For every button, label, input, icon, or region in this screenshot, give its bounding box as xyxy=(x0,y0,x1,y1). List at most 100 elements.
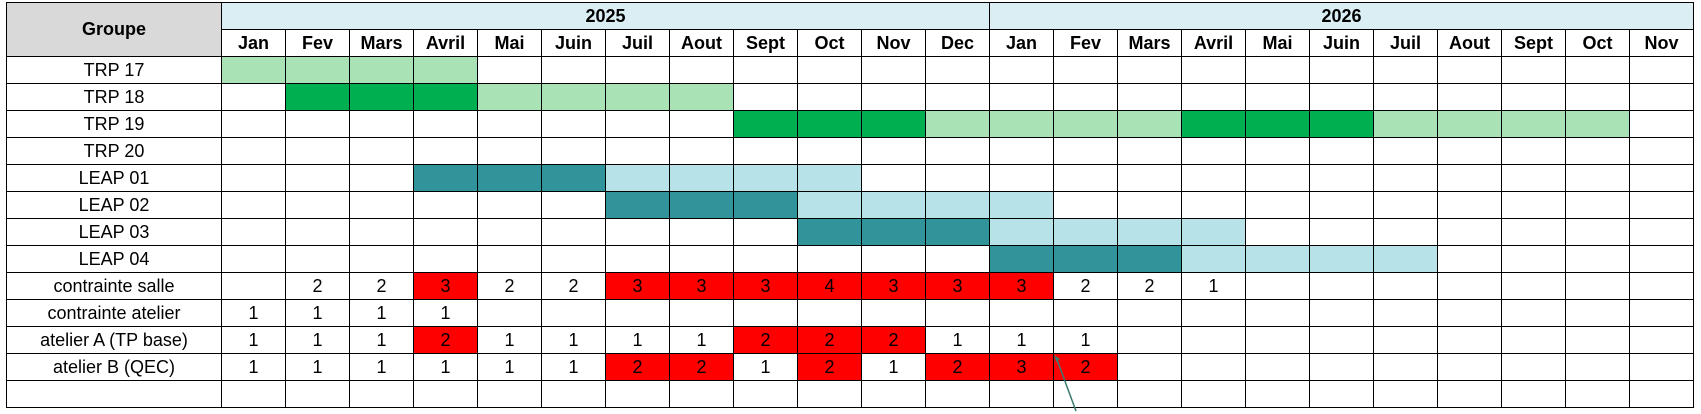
schedule-cell xyxy=(925,83,990,111)
month-header: Mars xyxy=(349,29,414,57)
schedule-cell xyxy=(669,218,734,246)
schedule-cell xyxy=(1309,164,1374,192)
count-cell: 2 xyxy=(285,272,350,300)
count-cell xyxy=(1245,299,1310,327)
table-row xyxy=(6,380,1694,408)
schedule-cell xyxy=(1373,218,1438,246)
schedule-cell xyxy=(797,137,862,165)
table-row: atelier B (QEC) 1 1 1 1 1 1 2 2 1 2 1 2 3 2 xyxy=(6,353,1694,381)
schedule-cell xyxy=(989,137,1054,165)
schedule-cell xyxy=(1501,137,1566,165)
count-cell xyxy=(221,272,286,300)
count-cell: 1 xyxy=(413,299,478,327)
schedule-cell xyxy=(1053,137,1118,165)
schedule-bar-cell xyxy=(1053,245,1118,273)
schedule-cell xyxy=(605,56,670,84)
schedule-cell xyxy=(541,218,606,246)
count-cell: 1 xyxy=(477,326,542,354)
schedule-bar-cell xyxy=(1181,110,1246,138)
schedule-cell xyxy=(1373,137,1438,165)
row-label: LEAP 02 xyxy=(6,191,222,219)
schedule-bar-cell xyxy=(1245,110,1310,138)
schedule-cell xyxy=(1437,83,1502,111)
schedule-cell xyxy=(1053,191,1118,219)
schedule-cell xyxy=(861,164,926,192)
schedule-bar-cell xyxy=(1117,245,1182,273)
count-cell: 3 xyxy=(989,272,1054,300)
schedule-cell xyxy=(861,83,926,111)
count-cell xyxy=(1565,353,1630,381)
count-cell: 1 xyxy=(221,353,286,381)
planning-table: Groupe 2025 2026 Jan Fev Mars Avril Mai Juin Juil… xyxy=(6,2,1694,408)
month-header: Mai xyxy=(1245,29,1310,57)
schedule-bar-cell xyxy=(1373,110,1438,138)
schedule-bar-cell xyxy=(477,83,542,111)
schedule-cell xyxy=(541,56,606,84)
schedule-cell xyxy=(925,245,990,273)
schedule-cell xyxy=(1565,245,1630,273)
count-cell xyxy=(669,299,734,327)
schedule-cell xyxy=(669,137,734,165)
count-cell xyxy=(861,380,926,408)
count-cell: 3 xyxy=(861,272,926,300)
schedule-cell xyxy=(1565,191,1630,219)
count-cell xyxy=(1437,353,1502,381)
count-cell: 2 xyxy=(861,326,926,354)
count-cell xyxy=(1373,326,1438,354)
schedule-cell xyxy=(1245,218,1310,246)
schedule-bar-cell xyxy=(797,110,862,138)
schedule-cell xyxy=(797,56,862,84)
schedule-cell xyxy=(1629,164,1694,192)
count-cell: 1 xyxy=(925,326,990,354)
count-cell: 2 xyxy=(541,272,606,300)
schedule-cell xyxy=(1565,218,1630,246)
schedule-cell xyxy=(1245,83,1310,111)
count-cell xyxy=(1117,299,1182,327)
schedule-cell xyxy=(861,137,926,165)
schedule-cell xyxy=(541,110,606,138)
schedule-cell xyxy=(1309,218,1374,246)
count-cell xyxy=(541,380,606,408)
count-cell xyxy=(221,380,286,408)
schedule-cell xyxy=(1309,191,1374,219)
count-cell: 2 xyxy=(1053,272,1118,300)
count-cell xyxy=(925,380,990,408)
schedule-cell xyxy=(1501,56,1566,84)
schedule-cell xyxy=(349,191,414,219)
schedule-bar-cell xyxy=(1437,110,1502,138)
schedule-bar-cell xyxy=(989,110,1054,138)
schedule-cell xyxy=(1117,56,1182,84)
schedule-bar-cell xyxy=(1053,218,1118,246)
count-cell xyxy=(285,380,350,408)
table-row: TRP 17 xyxy=(6,56,1694,84)
count-cell xyxy=(1565,326,1630,354)
count-cell: 2 xyxy=(349,272,414,300)
count-cell xyxy=(1565,299,1630,327)
month-header: Fev xyxy=(1053,29,1118,57)
schedule-cell xyxy=(1245,191,1310,219)
schedule-cell xyxy=(221,245,286,273)
schedule-cell xyxy=(1181,137,1246,165)
row-label: TRP 17 xyxy=(6,56,222,84)
schedule-cell xyxy=(1501,191,1566,219)
count-cell xyxy=(861,299,926,327)
count-cell xyxy=(1501,272,1566,300)
schedule-cell xyxy=(221,110,286,138)
count-cell: 2 xyxy=(605,353,670,381)
schedule-cell xyxy=(477,218,542,246)
month-header: Aout xyxy=(669,29,734,57)
table-row: contrainte salle 2 2 3 2 2 3 3 3 4 3 3 3 2 2 1 xyxy=(6,272,1694,300)
count-cell xyxy=(1181,326,1246,354)
schedule-cell xyxy=(1245,56,1310,84)
count-cell: 2 xyxy=(669,353,734,381)
schedule-cell xyxy=(1117,83,1182,111)
schedule-cell xyxy=(1181,191,1246,219)
schedule-cell xyxy=(1117,164,1182,192)
schedule-bar-cell xyxy=(1373,245,1438,273)
count-cell xyxy=(1373,353,1438,381)
schedule-bar-cell xyxy=(925,191,990,219)
schedule-cell xyxy=(349,245,414,273)
month-header: Juin xyxy=(541,29,606,57)
count-cell xyxy=(1501,380,1566,408)
schedule-cell xyxy=(413,245,478,273)
